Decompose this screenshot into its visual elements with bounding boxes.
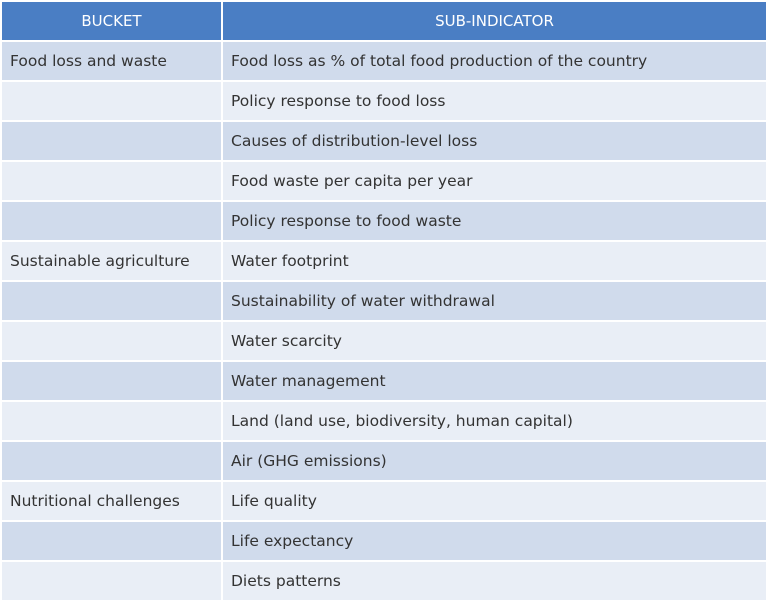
table-row: Water management xyxy=(2,362,766,402)
table-row: Life expectancy xyxy=(2,522,766,562)
bucket-cell xyxy=(2,202,223,242)
table-row: Land (land use, biodiversity, human capi… xyxy=(2,402,766,442)
bucket-cell xyxy=(2,282,223,322)
bucket-cell xyxy=(2,562,223,602)
bucket-cell xyxy=(2,402,223,442)
table-row: Policy response to food waste xyxy=(2,202,766,242)
sub-indicator-cell: Water management xyxy=(223,362,766,402)
header-row: BUCKET SUB-INDICATOR xyxy=(2,2,766,42)
bucket-cell xyxy=(2,82,223,122)
sub-indicator-cell: Food loss as % of total food production … xyxy=(223,42,766,82)
table-row: Water scarcity xyxy=(2,322,766,362)
bucket-cell xyxy=(2,122,223,162)
table-row: Food waste per capita per year xyxy=(2,162,766,202)
sub-indicator-cell: Policy response to food loss xyxy=(223,82,766,122)
header-bucket: BUCKET xyxy=(2,2,223,42)
bucket-cell: Food loss and waste xyxy=(2,42,223,82)
bucket-cell: Sustainable agriculture xyxy=(2,242,223,282)
sub-indicator-cell: Food waste per capita per year xyxy=(223,162,766,202)
sub-indicator-cell: Water scarcity xyxy=(223,322,766,362)
table-row: Policy response to food loss xyxy=(2,82,766,122)
sub-indicator-cell: Life expectancy xyxy=(223,522,766,562)
table-row: Causes of distribution-level loss xyxy=(2,122,766,162)
sub-indicator-cell: Land (land use, biodiversity, human capi… xyxy=(223,402,766,442)
table-row: Air (GHG emissions) xyxy=(2,442,766,482)
table-row: Sustainable agriculture Water footprint xyxy=(2,242,766,282)
bucket-cell xyxy=(2,322,223,362)
table-row: Nutritional challenges Life quality xyxy=(2,482,766,522)
table-row: Diets patterns xyxy=(2,562,766,602)
table-row: Food loss and waste Food loss as % of to… xyxy=(2,42,766,82)
header-sub-indicator: SUB-INDICATOR xyxy=(223,2,766,42)
indicator-table: BUCKET SUB-INDICATOR Food loss and waste… xyxy=(2,2,766,602)
bucket-cell xyxy=(2,162,223,202)
bucket-cell xyxy=(2,522,223,562)
sub-indicator-cell: Water footprint xyxy=(223,242,766,282)
sub-indicator-cell: Causes of distribution-level loss xyxy=(223,122,766,162)
sub-indicator-cell: Policy response to food waste xyxy=(223,202,766,242)
bucket-cell xyxy=(2,442,223,482)
bucket-cell: Nutritional challenges xyxy=(2,482,223,522)
table-row: Sustainability of water withdrawal xyxy=(2,282,766,322)
sub-indicator-cell: Sustainability of water withdrawal xyxy=(223,282,766,322)
sub-indicator-cell: Air (GHG emissions) xyxy=(223,442,766,482)
sub-indicator-cell: Diets patterns xyxy=(223,562,766,602)
sub-indicator-cell: Life quality xyxy=(223,482,766,522)
bucket-cell xyxy=(2,362,223,402)
